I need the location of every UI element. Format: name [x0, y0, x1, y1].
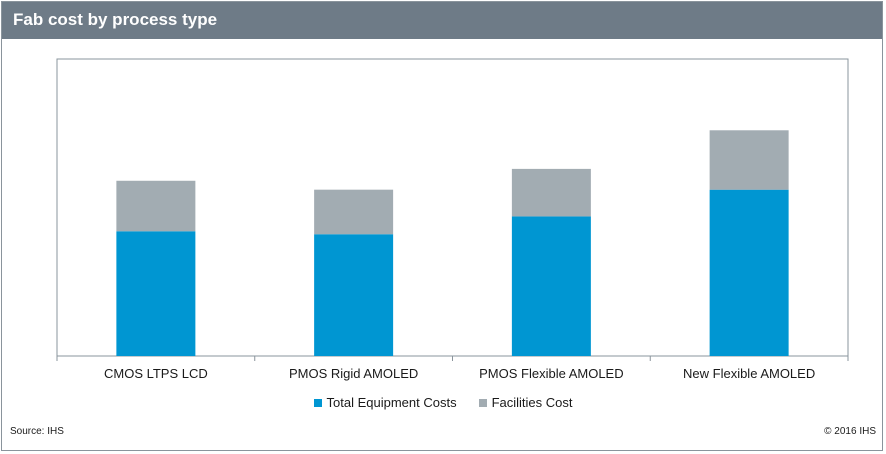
bar-equipment-4 — [709, 189, 789, 356]
x-tick-label: PMOS Rigid AMOLED — [289, 366, 418, 381]
bar-equipment-2 — [314, 234, 394, 356]
bar-equipment-1 — [116, 231, 196, 356]
bar-facilities-1 — [116, 180, 196, 232]
source-note: Source: IHS — [10, 426, 64, 437]
x-tick-label: CMOS LTPS LCD — [104, 366, 208, 381]
bar-equipment-3 — [511, 216, 591, 356]
legend-label: Total Equipment Costs — [326, 395, 457, 410]
legend-swatch — [478, 398, 487, 407]
x-tick-label: New Flexible AMOLED — [683, 366, 815, 381]
legend: Total Equipment Costs Facilities Cost — [0, 395, 886, 410]
title-bar: Fab cost by process type — [2, 2, 882, 39]
legend-label: Facilities Cost — [491, 395, 573, 410]
copyright-note: © 2016 IHS — [824, 426, 876, 437]
chart-title: Fab cost by process type — [13, 10, 218, 29]
legend-item-facilities: Facilities Cost — [478, 395, 573, 410]
bar-facilities-3 — [511, 168, 591, 217]
x-tick-label: PMOS Flexible AMOLED — [479, 366, 624, 381]
legend-swatch — [313, 398, 322, 407]
legend-item-equipment: Total Equipment Costs — [313, 395, 457, 410]
bar-facilities-4 — [709, 130, 789, 190]
bar-facilities-2 — [314, 189, 394, 235]
